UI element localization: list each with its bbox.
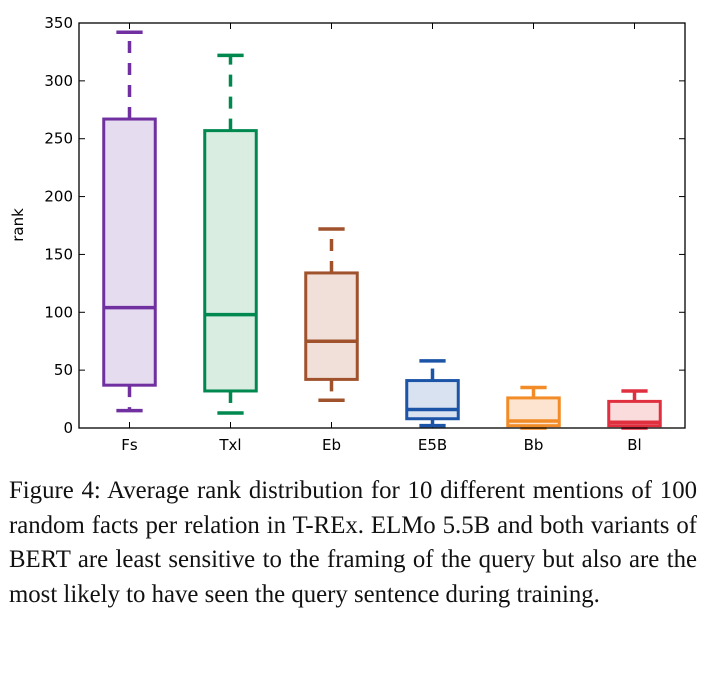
box-e5b — [405, 359, 460, 428]
y-tick-label: 50 — [54, 361, 73, 379]
x-tick-label-e5b: E5B — [418, 436, 447, 454]
iqr-box — [203, 129, 258, 393]
boxes-layer — [102, 30, 662, 430]
y-tick-label: 200 — [44, 188, 73, 206]
x-tick-label-txl: Txl — [218, 436, 241, 454]
y-tick-label: 300 — [44, 72, 73, 90]
box-bb — [506, 385, 561, 430]
iqr-box — [304, 271, 359, 381]
x-axis-ticks: Fs Txl Eb E5B Bb Bl — [121, 23, 642, 454]
box-bl — [607, 389, 662, 430]
y-tick-label: 350 — [44, 14, 73, 32]
iqr-box — [405, 379, 460, 421]
figure-caption: Figure 4: Average rank distribution for … — [9, 477, 697, 608]
box-eb — [304, 227, 359, 402]
box-fs — [102, 30, 157, 413]
y-axis-label: rank — [9, 208, 27, 242]
x-tick-label-eb: Eb — [322, 436, 341, 454]
iqr-box — [102, 117, 157, 387]
x-tick-label-bb: Bb — [524, 436, 544, 454]
box-txl — [203, 53, 258, 415]
x-tick-label-fs: Fs — [121, 436, 138, 454]
y-axis-ticks: 0 50 100 150 200 250 300 350 — [44, 14, 685, 437]
y-tick-label: 250 — [44, 130, 73, 148]
box-plot-chart: rank 0 50 100 150 200 250 300 350 Fs Txl Eb E5B Bb B… — [9, 14, 686, 454]
plot-frame — [78, 22, 686, 429]
y-tick-label: 0 — [63, 419, 73, 437]
y-tick-label: 100 — [44, 303, 73, 321]
y-tick-label: 150 — [44, 245, 73, 263]
x-tick-label-bl: Bl — [627, 436, 641, 454]
